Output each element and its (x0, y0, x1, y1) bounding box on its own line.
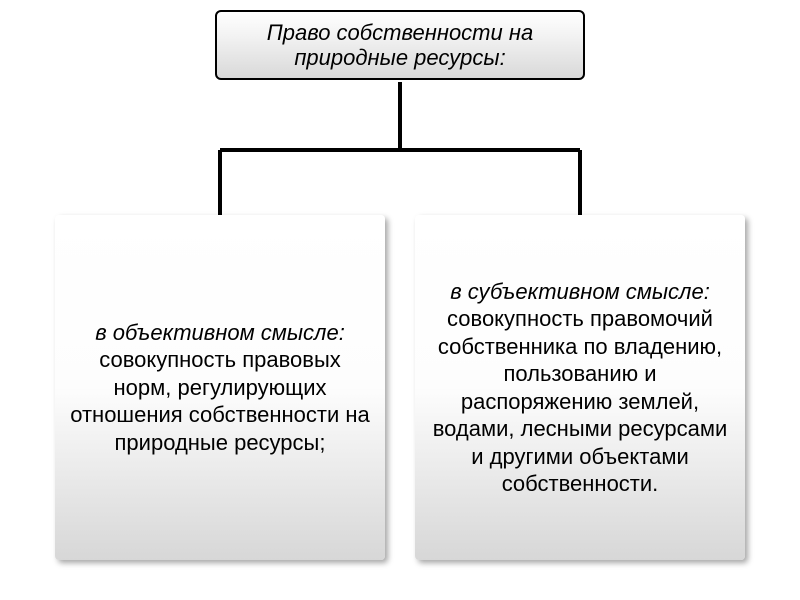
child-node-subjective: в субъективном смысле: совокупность прав… (415, 215, 745, 560)
child-node-heading: в субъективном смысле: (450, 279, 710, 304)
root-node: Право собственности на природные ресурсы… (215, 10, 585, 80)
child-node-body: совокупность правомочий собственника по … (433, 306, 728, 496)
child-node-body: совокупность правовых норм, регулирующих… (70, 347, 370, 455)
root-node-text: Право собственности на природные ресурсы… (227, 20, 573, 71)
child-node-objective: в объективном смысле: совокупность право… (55, 215, 385, 560)
child-node-heading: в объективном смысле: (95, 320, 345, 345)
